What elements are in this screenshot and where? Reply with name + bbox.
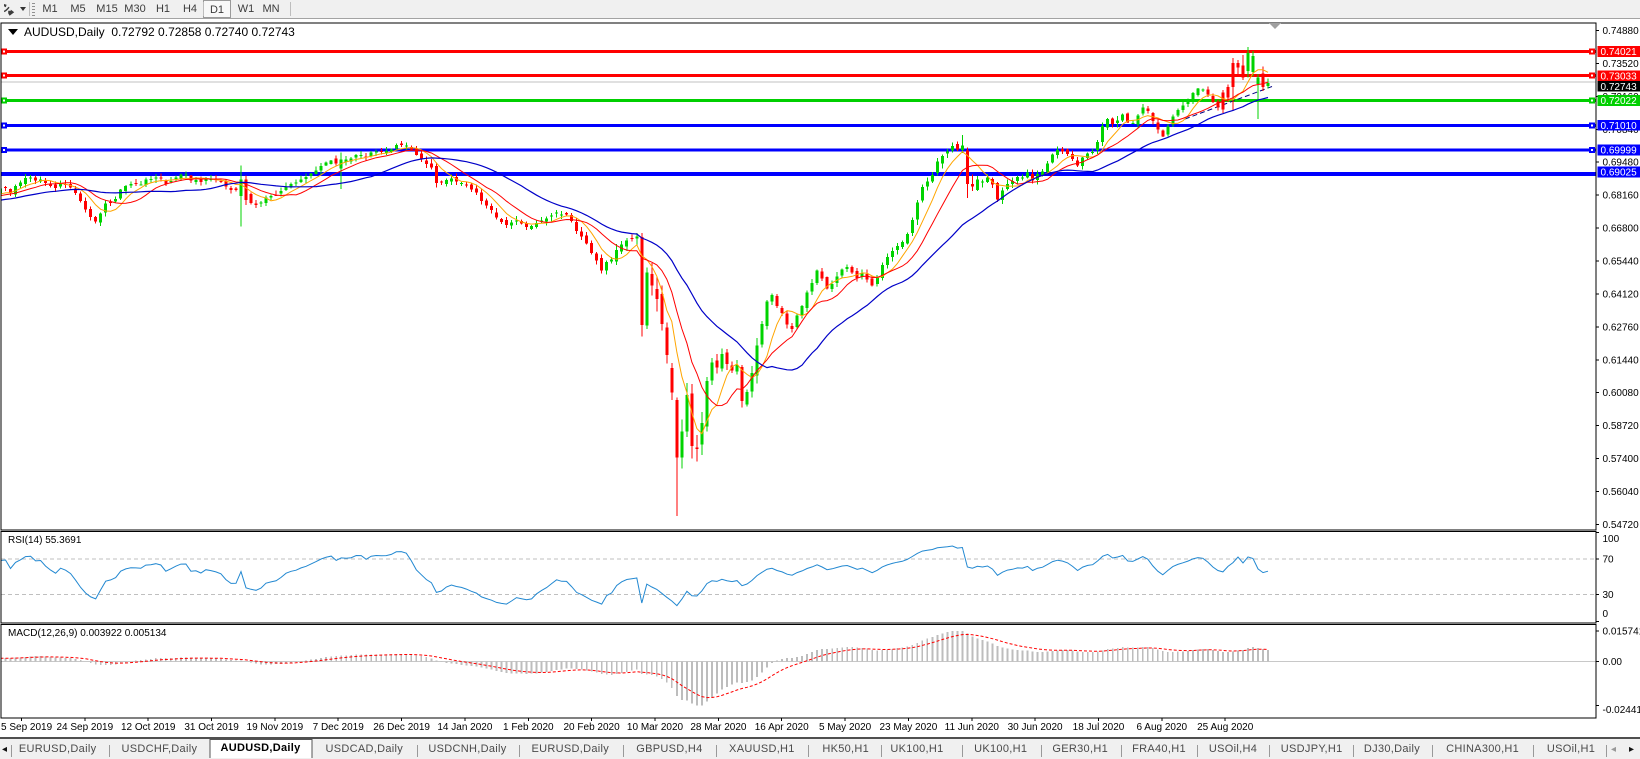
svg-text:MACD(12,26,9) 0.003922 0.00513: MACD(12,26,9) 0.003922 0.005134 [8,628,167,639]
svg-text:24 Sep 2019: 24 Sep 2019 [56,722,113,733]
svg-text:14 Jan 2020: 14 Jan 2020 [437,722,492,733]
svg-text:23 May 2020: 23 May 2020 [879,722,937,733]
svg-text:10 Mar 2020: 10 Mar 2020 [627,722,684,733]
svg-text:26 Dec 2019: 26 Dec 2019 [373,722,430,733]
svg-text:5 Sep 2019: 5 Sep 2019 [1,722,53,733]
svg-text:30 Jun 2020: 30 Jun 2020 [1008,722,1063,733]
svg-text:0.64120: 0.64120 [1603,289,1640,300]
svg-text:0.69999: 0.69999 [1601,146,1638,157]
svg-text:0.61440: 0.61440 [1603,355,1640,366]
svg-text:RSI(14) 55.3691: RSI(14) 55.3691 [8,535,82,546]
svg-text:18 Jul 2020: 18 Jul 2020 [1073,722,1125,733]
svg-text:0.62760: 0.62760 [1603,322,1640,333]
svg-text:0.69480: 0.69480 [1603,158,1640,169]
svg-text:0.57400: 0.57400 [1603,454,1640,465]
svg-text:31 Oct 2019: 31 Oct 2019 [184,722,239,733]
svg-text:19 Nov 2019: 19 Nov 2019 [247,722,304,733]
svg-text:0.74021: 0.74021 [1601,47,1638,58]
svg-text:-0.024412: -0.024412 [1603,705,1640,716]
svg-text:12 Oct 2019: 12 Oct 2019 [121,722,176,733]
svg-text:0.72743: 0.72743 [1601,82,1638,93]
svg-text:0.73033: 0.73033 [1601,71,1638,82]
svg-text:16 Apr 2020: 16 Apr 2020 [755,722,809,733]
svg-text:0.69025: 0.69025 [1601,168,1638,179]
svg-text:7 Dec 2019: 7 Dec 2019 [313,722,365,733]
svg-text:100: 100 [1603,534,1620,545]
svg-text:6 Aug 2020: 6 Aug 2020 [1136,722,1187,733]
svg-text:25 Aug 2020: 25 Aug 2020 [1197,722,1254,733]
svg-text:20 Feb 2020: 20 Feb 2020 [564,722,621,733]
svg-text:1 Feb 2020: 1 Feb 2020 [503,722,554,733]
svg-text:0: 0 [1603,609,1609,620]
svg-text:28 Mar 2020: 28 Mar 2020 [690,722,747,733]
svg-text:AUDUSD,Daily 0.72792 0.72858: AUDUSD,Daily 0.72792 0.72858 0.72740 0.7… [24,25,295,39]
svg-text:11 Jun 2020: 11 Jun 2020 [945,722,1000,733]
svg-text:0.58720: 0.58720 [1603,421,1640,432]
svg-text:0.015741: 0.015741 [1603,626,1640,637]
svg-text:0.66800: 0.66800 [1603,224,1640,235]
svg-text:0.65440: 0.65440 [1603,257,1640,268]
svg-text:5 May 2020: 5 May 2020 [819,722,872,733]
svg-text:0.68160: 0.68160 [1603,191,1640,202]
svg-text:0.56040: 0.56040 [1603,487,1640,498]
svg-text:30: 30 [1603,590,1615,601]
svg-text:0.71010: 0.71010 [1601,121,1638,132]
svg-text:0.00: 0.00 [1603,657,1623,668]
svg-text:0.60080: 0.60080 [1603,388,1640,399]
svg-text:0.74880: 0.74880 [1603,26,1640,37]
svg-text:0.54720: 0.54720 [1603,520,1640,531]
svg-text:0.73520: 0.73520 [1603,59,1640,70]
svg-text:0.72022: 0.72022 [1601,96,1638,107]
svg-text:70: 70 [1603,555,1615,566]
